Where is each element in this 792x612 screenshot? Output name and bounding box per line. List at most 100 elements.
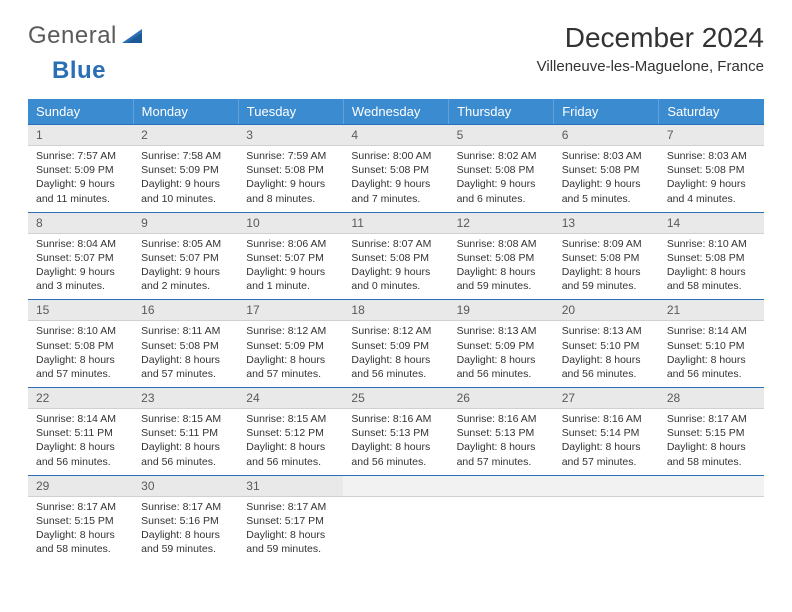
calendar-cell: 10Sunrise: 8:06 AMSunset: 5:07 PMDayligh… — [238, 212, 343, 300]
sunrise: Sunrise: 8:15 AM — [246, 412, 335, 426]
calendar-week: 8Sunrise: 8:04 AMSunset: 5:07 PMDaylight… — [28, 212, 764, 300]
day-number: 10 — [238, 212, 343, 234]
daylight: Daylight: 9 hours and 11 minutes. — [36, 177, 125, 205]
day-number: 11 — [343, 212, 448, 234]
day-number: 22 — [28, 387, 133, 409]
sunset: Sunset: 5:11 PM — [141, 426, 230, 440]
sunrise: Sunrise: 8:11 AM — [141, 324, 230, 338]
sunset: Sunset: 5:13 PM — [457, 426, 546, 440]
day-details: Sunrise: 7:59 AMSunset: 5:08 PMDaylight:… — [238, 146, 343, 212]
location: Villeneuve-les-Maguelone, France — [537, 58, 764, 75]
sunset: Sunset: 5:07 PM — [36, 251, 125, 265]
calendar-cell: 1Sunrise: 7:57 AMSunset: 5:09 PMDaylight… — [28, 124, 133, 212]
calendar-cell: 22Sunrise: 8:14 AMSunset: 5:11 PMDayligh… — [28, 387, 133, 475]
day-header: Wednesday — [343, 99, 448, 124]
daylight: Daylight: 8 hours and 57 minutes. — [141, 353, 230, 381]
day-details: Sunrise: 7:58 AMSunset: 5:09 PMDaylight:… — [133, 146, 238, 212]
sunrise: Sunrise: 8:13 AM — [457, 324, 546, 338]
day-number: 27 — [554, 387, 659, 409]
day-details: Sunrise: 8:13 AMSunset: 5:09 PMDaylight:… — [449, 321, 554, 387]
sunset: Sunset: 5:15 PM — [36, 514, 125, 528]
daylight: Daylight: 9 hours and 6 minutes. — [457, 177, 546, 205]
day-header: Sunday — [28, 99, 133, 124]
sunset: Sunset: 5:09 PM — [351, 339, 440, 353]
day-details: Sunrise: 8:03 AMSunset: 5:08 PMDaylight:… — [659, 146, 764, 212]
sunrise: Sunrise: 8:09 AM — [562, 237, 651, 251]
calendar-cell: 6Sunrise: 8:03 AMSunset: 5:08 PMDaylight… — [554, 124, 659, 212]
calendar-cell: 23Sunrise: 8:15 AMSunset: 5:11 PMDayligh… — [133, 387, 238, 475]
calendar-week: 22Sunrise: 8:14 AMSunset: 5:11 PMDayligh… — [28, 387, 764, 475]
day-header: Monday — [133, 99, 238, 124]
day-details: Sunrise: 8:04 AMSunset: 5:07 PMDaylight:… — [28, 234, 133, 300]
sunrise: Sunrise: 8:02 AM — [457, 149, 546, 163]
sunset: Sunset: 5:13 PM — [351, 426, 440, 440]
day-details: Sunrise: 8:17 AMSunset: 5:17 PMDaylight:… — [238, 497, 343, 563]
day-details: Sunrise: 8:13 AMSunset: 5:10 PMDaylight:… — [554, 321, 659, 387]
sunset: Sunset: 5:10 PM — [562, 339, 651, 353]
day-details: Sunrise: 7:57 AMSunset: 5:09 PMDaylight:… — [28, 146, 133, 212]
sunrise: Sunrise: 8:00 AM — [351, 149, 440, 163]
day-number: 23 — [133, 387, 238, 409]
daylight: Daylight: 9 hours and 3 minutes. — [36, 265, 125, 293]
calendar-cell: 12Sunrise: 8:08 AMSunset: 5:08 PMDayligh… — [449, 212, 554, 300]
day-number: 29 — [28, 475, 133, 497]
daylight: Daylight: 9 hours and 7 minutes. — [351, 177, 440, 205]
sunrise: Sunrise: 8:07 AM — [351, 237, 440, 251]
daylight: Daylight: 8 hours and 57 minutes. — [562, 440, 651, 468]
day-details: Sunrise: 8:03 AMSunset: 5:08 PMDaylight:… — [554, 146, 659, 212]
sunset: Sunset: 5:07 PM — [141, 251, 230, 265]
page: General December 2024 Villeneuve-les-Mag… — [0, 0, 792, 584]
daylight: Daylight: 8 hours and 56 minutes. — [141, 440, 230, 468]
sunrise: Sunrise: 8:17 AM — [141, 500, 230, 514]
sunrise: Sunrise: 8:17 AM — [667, 412, 756, 426]
daylight: Daylight: 8 hours and 59 minutes. — [562, 265, 651, 293]
sunset: Sunset: 5:08 PM — [246, 163, 335, 177]
day-details: Sunrise: 8:10 AMSunset: 5:08 PMDaylight:… — [659, 234, 764, 300]
calendar-cell: 15Sunrise: 8:10 AMSunset: 5:08 PMDayligh… — [28, 299, 133, 387]
calendar-cell — [449, 475, 554, 563]
daylight: Daylight: 9 hours and 10 minutes. — [141, 177, 230, 205]
daylight: Daylight: 8 hours and 59 minutes. — [141, 528, 230, 556]
day-number: 24 — [238, 387, 343, 409]
sunset: Sunset: 5:08 PM — [351, 163, 440, 177]
daylight: Daylight: 8 hours and 56 minutes. — [457, 353, 546, 381]
daylight: Daylight: 9 hours and 5 minutes. — [562, 177, 651, 205]
sunrise: Sunrise: 8:03 AM — [667, 149, 756, 163]
sunrise: Sunrise: 8:12 AM — [246, 324, 335, 338]
calendar-cell: 4Sunrise: 8:00 AMSunset: 5:08 PMDaylight… — [343, 124, 448, 212]
day-details: Sunrise: 8:17 AMSunset: 5:15 PMDaylight:… — [659, 409, 764, 475]
daylight: Daylight: 9 hours and 0 minutes. — [351, 265, 440, 293]
sunrise: Sunrise: 8:03 AM — [562, 149, 651, 163]
day-details: Sunrise: 8:11 AMSunset: 5:08 PMDaylight:… — [133, 321, 238, 387]
day-details: Sunrise: 8:00 AMSunset: 5:08 PMDaylight:… — [343, 146, 448, 212]
day-number: 31 — [238, 475, 343, 497]
day-number: 20 — [554, 299, 659, 321]
sunrise: Sunrise: 8:15 AM — [141, 412, 230, 426]
day-details: Sunrise: 8:16 AMSunset: 5:14 PMDaylight:… — [554, 409, 659, 475]
sunrise: Sunrise: 8:17 AM — [36, 500, 125, 514]
calendar-cell: 28Sunrise: 8:17 AMSunset: 5:15 PMDayligh… — [659, 387, 764, 475]
sunrise: Sunrise: 8:14 AM — [667, 324, 756, 338]
daylight: Daylight: 8 hours and 56 minutes. — [562, 353, 651, 381]
day-details: Sunrise: 8:07 AMSunset: 5:08 PMDaylight:… — [343, 234, 448, 300]
day-details: Sunrise: 8:15 AMSunset: 5:11 PMDaylight:… — [133, 409, 238, 475]
day-details: Sunrise: 8:17 AMSunset: 5:15 PMDaylight:… — [28, 497, 133, 563]
sunset: Sunset: 5:07 PM — [246, 251, 335, 265]
day-details: Sunrise: 8:14 AMSunset: 5:11 PMDaylight:… — [28, 409, 133, 475]
day-number: 3 — [238, 124, 343, 146]
day-number: 6 — [554, 124, 659, 146]
sunset: Sunset: 5:14 PM — [562, 426, 651, 440]
calendar-cell: 9Sunrise: 8:05 AMSunset: 5:07 PMDaylight… — [133, 212, 238, 300]
day-details: Sunrise: 8:17 AMSunset: 5:16 PMDaylight:… — [133, 497, 238, 563]
sunset: Sunset: 5:08 PM — [141, 339, 230, 353]
daylight: Daylight: 8 hours and 57 minutes. — [36, 353, 125, 381]
calendar-week: 15Sunrise: 8:10 AMSunset: 5:08 PMDayligh… — [28, 299, 764, 387]
calendar-cell: 2Sunrise: 7:58 AMSunset: 5:09 PMDaylight… — [133, 124, 238, 212]
day-header: Tuesday — [238, 99, 343, 124]
daylight: Daylight: 8 hours and 59 minutes. — [457, 265, 546, 293]
sunrise: Sunrise: 7:58 AM — [141, 149, 230, 163]
daylight: Daylight: 8 hours and 58 minutes. — [667, 440, 756, 468]
calendar-cell — [343, 475, 448, 563]
calendar-cell: 26Sunrise: 8:16 AMSunset: 5:13 PMDayligh… — [449, 387, 554, 475]
sunset: Sunset: 5:08 PM — [351, 251, 440, 265]
